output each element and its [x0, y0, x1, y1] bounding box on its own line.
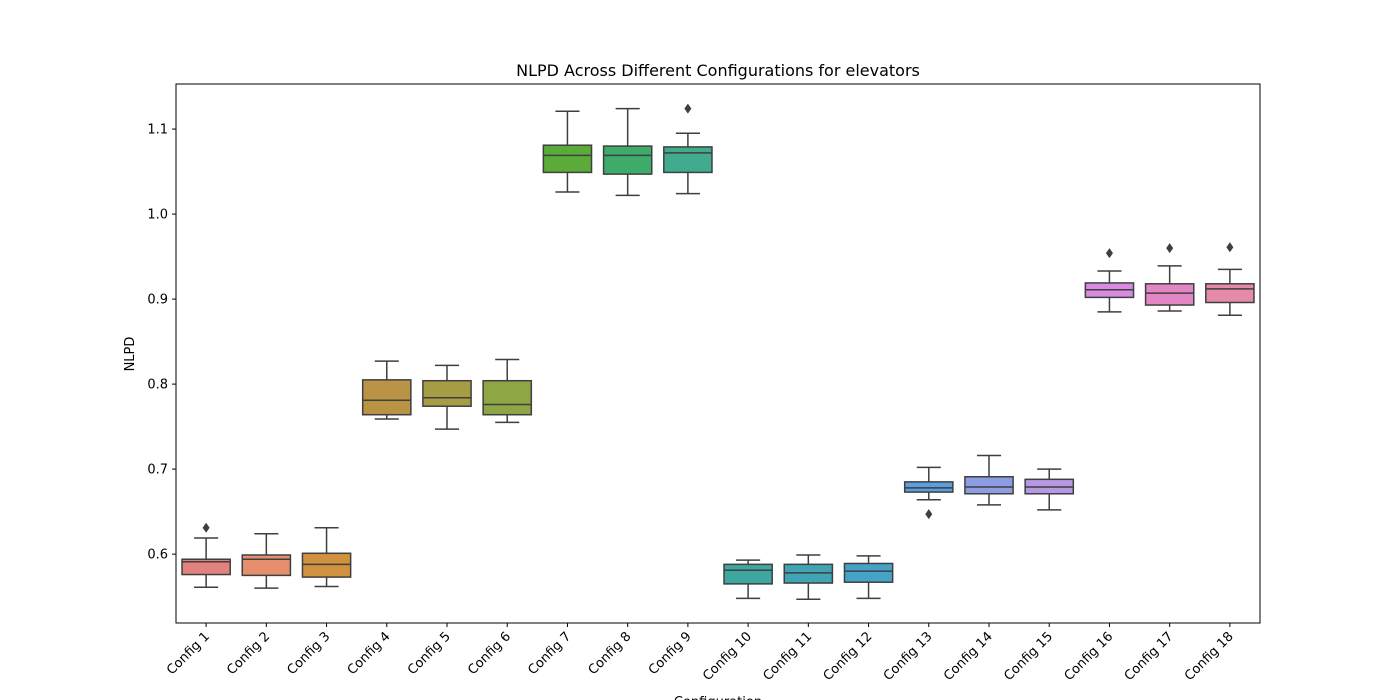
box [964, 476, 1014, 495]
chart-title: NLPD Across Different Configurations for… [516, 61, 920, 80]
box [602, 145, 653, 175]
outlier [1105, 248, 1113, 259]
x-tick-label: Config 5 [405, 629, 454, 678]
x-tick-label: Config 14 [941, 629, 996, 684]
box [903, 481, 954, 493]
outlier [1226, 242, 1234, 253]
x-tick-label: Config 7 [525, 629, 574, 678]
box [241, 554, 292, 577]
x-tick-label: Config 10 [700, 629, 755, 684]
x-tick-label: Config 11 [760, 629, 815, 684]
x-tick-label: Config 9 [646, 629, 695, 678]
outlier [202, 522, 210, 533]
x-tick-label: Config 6 [465, 629, 514, 678]
box [1205, 283, 1255, 304]
x-tick-label: Config 12 [821, 629, 876, 684]
y-tick-label: 1.1 [147, 123, 168, 138]
box [1144, 283, 1195, 306]
x-tick-label: Config 15 [1001, 629, 1056, 684]
y-tick-label: 0.9 [147, 293, 168, 308]
box [181, 558, 231, 576]
x-axis-label: Configuration [674, 695, 762, 700]
x-tick-label: Config 16 [1062, 629, 1117, 684]
box [422, 379, 472, 407]
box [482, 379, 533, 416]
y-tick-label: 0.7 [147, 463, 168, 478]
y-tick-label: 0.8 [147, 378, 168, 393]
x-tick-label: Config 18 [1182, 629, 1237, 684]
plot-frame [175, 83, 1261, 624]
y-axis-label: NLPD [123, 337, 138, 372]
box [843, 562, 894, 583]
box [301, 552, 352, 578]
x-tick-label: Config 17 [1122, 629, 1177, 684]
box [361, 379, 412, 416]
x-tick-label: Config 2 [224, 629, 273, 678]
x-tick-label: Config 8 [586, 629, 635, 678]
x-tick-label: Config 3 [285, 629, 334, 678]
box [663, 146, 713, 174]
x-tick-label: Config 1 [164, 629, 213, 678]
box [542, 144, 593, 174]
y-tick-label: 1.0 [147, 208, 168, 223]
x-tick-label: Config 13 [881, 629, 936, 684]
y-tick-label: 0.6 [147, 548, 168, 563]
x-tick-label: Config 4 [345, 629, 394, 678]
outlier [1166, 243, 1174, 254]
box [723, 563, 773, 585]
outlier [925, 509, 933, 520]
outlier [684, 103, 692, 114]
box [783, 563, 834, 584]
